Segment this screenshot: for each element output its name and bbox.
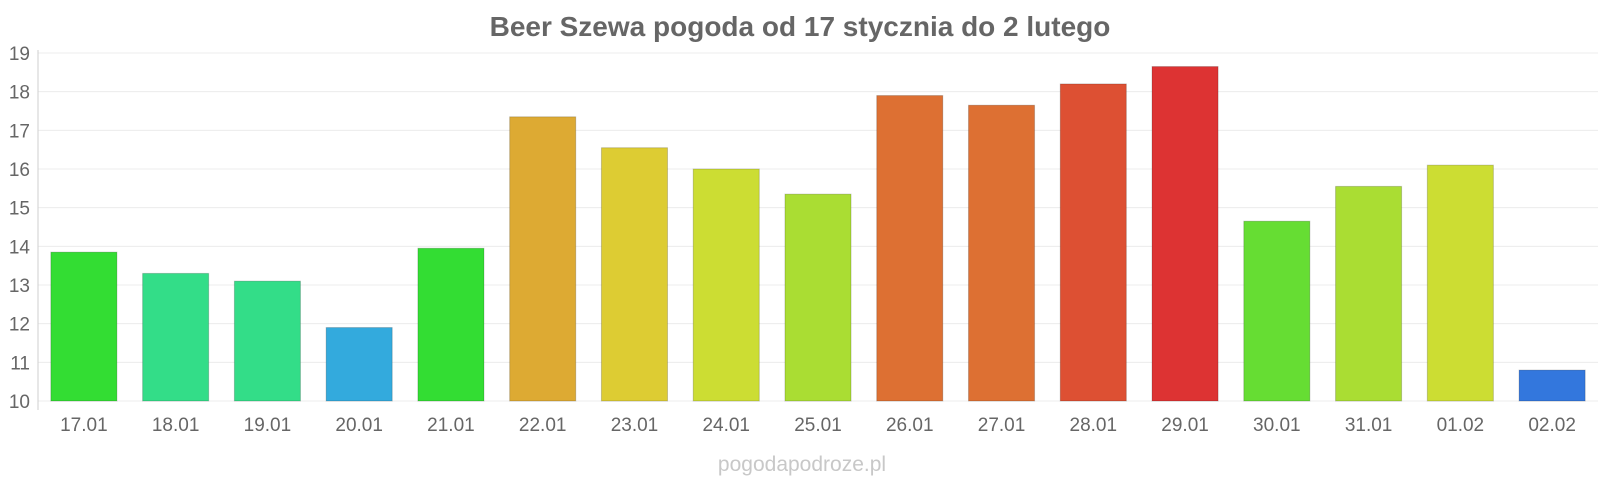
chart-title: Beer Szewa pogoda od 17 stycznia do 2 lu…	[490, 11, 1111, 42]
x-tick-label: 17.01	[60, 415, 108, 436]
bar-29.01	[1151, 66, 1219, 402]
bar-01.02	[1426, 164, 1494, 402]
y-tick-label: 18	[9, 83, 30, 104]
x-tick-label: 22.01	[519, 415, 567, 436]
bar-17.01	[50, 251, 118, 402]
bar-19.01	[233, 280, 301, 402]
bar-23.01	[600, 147, 669, 402]
y-tick-label: 12	[9, 315, 30, 336]
y-axis-ticks: 10 11 12 13 14 15 16 17 18 19	[9, 44, 31, 413]
x-axis-ticks: 17.01 18.01 19.01 20.01 21.01 22.01 23.01 24.01…	[60, 415, 1576, 436]
bar-28.01	[1059, 83, 1127, 402]
bar-25.01	[784, 193, 852, 402]
x-tick-label: 19.01	[244, 415, 292, 436]
bar-24.01	[692, 168, 760, 402]
y-tick-label: 19	[9, 44, 30, 65]
watermark: pogodapodroze.pl	[718, 453, 886, 476]
x-tick-label: 21.01	[427, 415, 475, 436]
y-tick-label: 15	[9, 199, 30, 220]
x-tick-label: 26.01	[886, 415, 934, 436]
x-tick-label: 18.01	[152, 415, 200, 436]
bar-27.01	[967, 104, 1036, 402]
y-tick-label: 10	[9, 392, 30, 413]
bar-22.01	[509, 116, 577, 402]
bar-30.01	[1243, 220, 1311, 402]
bar-18.01	[142, 272, 210, 402]
x-tick-label: 02.02	[1528, 415, 1576, 436]
bar-21.01	[417, 247, 485, 402]
x-tick-label: 20.01	[335, 415, 383, 436]
x-tick-label: 31.01	[1345, 415, 1393, 436]
bar-02.02	[1518, 369, 1586, 402]
y-tick-label: 13	[9, 276, 30, 297]
x-tick-label: 27.01	[978, 415, 1026, 436]
bar-20.01	[325, 327, 393, 402]
x-tick-label: 23.01	[611, 415, 659, 436]
y-tick-label: 11	[10, 353, 30, 374]
x-tick-label: 25.01	[794, 415, 842, 436]
x-tick-label: 29.01	[1161, 415, 1209, 436]
bars	[50, 66, 1586, 402]
x-tick-label: 30.01	[1253, 415, 1301, 436]
y-tick-label: 17	[9, 121, 30, 142]
y-tick-label: 14	[9, 237, 31, 258]
x-tick-label: 01.02	[1437, 415, 1485, 436]
x-tick-label: 24.01	[702, 415, 750, 436]
bar-26.01	[876, 95, 944, 402]
x-tick-label: 28.01	[1070, 415, 1118, 436]
y-tick-label: 16	[9, 160, 30, 181]
bar-31.01	[1335, 185, 1403, 402]
